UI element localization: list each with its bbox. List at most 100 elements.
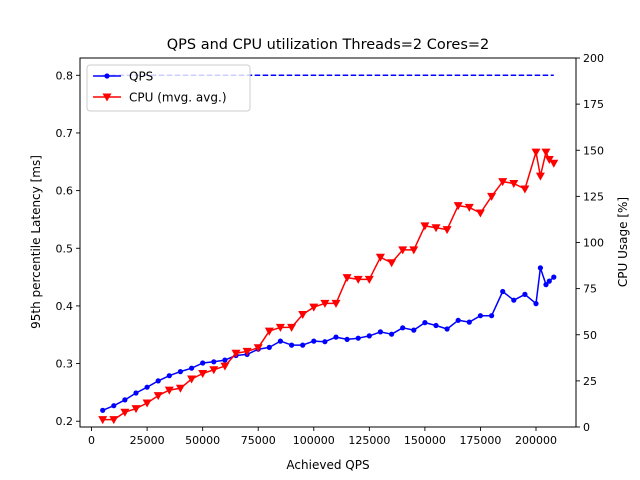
cpu-point: [309, 303, 319, 312]
qps-point: [543, 282, 549, 288]
cpu-point: [409, 246, 419, 255]
cpu-point: [109, 416, 119, 425]
y-axis-left-label: 95th percentile Latency [ms]: [29, 155, 43, 329]
qps-point: [455, 317, 461, 323]
x-tick-label: 25000: [130, 434, 165, 447]
qps-point: [477, 313, 483, 319]
cpu-point: [535, 172, 545, 181]
cpu-point: [342, 274, 352, 283]
x-tick-label: 175000: [459, 434, 501, 447]
cpu-point: [387, 259, 397, 268]
qps-point: [433, 322, 439, 329]
cpu-point: [275, 323, 285, 332]
cpu-point: [164, 386, 174, 395]
x-axis: 0 25000 50000 75000 100000 125000 150000 175000…: [88, 427, 557, 447]
qps-point: [166, 373, 172, 379]
cpu-point: [98, 416, 108, 425]
y-left-tick-label: 0.6: [56, 185, 74, 198]
qps-point: [411, 327, 417, 333]
qps-point: [422, 320, 428, 326]
cpu-point: [364, 275, 374, 284]
x-tick-label: 150000: [404, 434, 446, 447]
qps-point: [366, 333, 372, 339]
y-left-tick-label: 0.7: [56, 127, 74, 140]
y-right-tick-label: 75: [583, 283, 597, 296]
cpu-point: [220, 362, 230, 371]
cpu-point: [242, 347, 252, 356]
qps-point: [466, 319, 472, 325]
cpu-point: [398, 246, 408, 255]
qps-point: [500, 288, 506, 295]
cpu-point: [375, 253, 385, 262]
legend: QPS CPU (mvg. avg.): [86, 64, 251, 112]
cpu-point: [153, 392, 163, 401]
cpu-point: [520, 185, 530, 194]
cpu-point: [175, 384, 185, 393]
qps-point: [522, 291, 528, 297]
qps-point: [189, 365, 195, 371]
y-axis-right-label: CPU Usage [%]: [616, 197, 630, 287]
qps-point: [355, 335, 361, 341]
cpu-point: [353, 275, 363, 284]
cpu-point: [544, 156, 554, 164]
cpu-point: [531, 148, 541, 157]
y-left-tick-label: 0.3: [56, 358, 74, 371]
cpu-point: [209, 366, 219, 375]
y-right-tick-label: 0: [583, 421, 590, 434]
plot-area: [80, 58, 576, 427]
x-tick-label: 200000: [515, 434, 557, 447]
x-tick-label: 75000: [241, 434, 276, 447]
cpu-point: [331, 299, 341, 308]
legend-qps-marker: [104, 73, 110, 79]
qps-point: [144, 384, 150, 390]
x-tick-label: 125000: [348, 434, 390, 447]
qps-point: [377, 329, 383, 335]
cpu-point: [320, 299, 330, 308]
qps-point: [537, 265, 544, 271]
y-axis-right: 0 25 50 75 100 125 150 175 200: [576, 52, 604, 434]
cpu-point: [120, 408, 130, 417]
y-left-tick-label: 0.5: [56, 242, 74, 255]
y-right-tick-label: 175: [583, 98, 604, 111]
cpu-point: [420, 222, 430, 231]
qps-point: [277, 338, 283, 344]
legend-qps-label: QPS: [129, 70, 153, 84]
y-right-tick-label: 150: [583, 144, 604, 157]
qps-point: [266, 344, 272, 350]
cpu-point: [198, 370, 208, 378]
qps-point: [311, 338, 317, 344]
y-right-tick-label: 25: [583, 375, 597, 388]
x-axis-label: Achieved QPS: [286, 458, 369, 472]
cpu-point: [298, 311, 308, 319]
qps-point: [489, 313, 495, 319]
cpu-point: [475, 209, 485, 218]
qps-point: [444, 326, 450, 332]
qps-point: [322, 339, 328, 345]
qps-point: [333, 334, 339, 340]
chart-title: QPS and CPU utilization Threads=2 Cores=…: [167, 37, 490, 53]
qps-point: [289, 342, 295, 348]
qps-point: [551, 274, 557, 280]
cpu-point: [453, 202, 463, 211]
qps-point: [222, 357, 228, 363]
y-left-tick-label: 0.8: [56, 69, 74, 82]
cpu-point: [549, 159, 559, 168]
cpu-point: [142, 399, 152, 408]
qps-point: [111, 403, 117, 409]
qps-point: [200, 360, 206, 366]
y-right-tick-label: 200: [583, 52, 604, 65]
cpu-point: [442, 226, 452, 235]
y-left-tick-label: 0.4: [56, 300, 74, 313]
y-right-tick-label: 50: [583, 329, 597, 342]
qps-point: [177, 369, 183, 375]
cpu-point: [131, 405, 141, 414]
qps-point: [122, 397, 128, 403]
qps-point: [133, 390, 139, 396]
cpu-point: [487, 192, 497, 201]
legend-cpu-label: CPU (mvg. avg.): [129, 91, 227, 105]
x-tick-label: 100000: [293, 434, 335, 447]
y-axis-left: 0.2 0.3 0.4 0.5 0.6 0.7 0.8: [56, 69, 80, 428]
y-right-tick-label: 125: [583, 190, 604, 203]
cpu-point: [187, 375, 197, 384]
